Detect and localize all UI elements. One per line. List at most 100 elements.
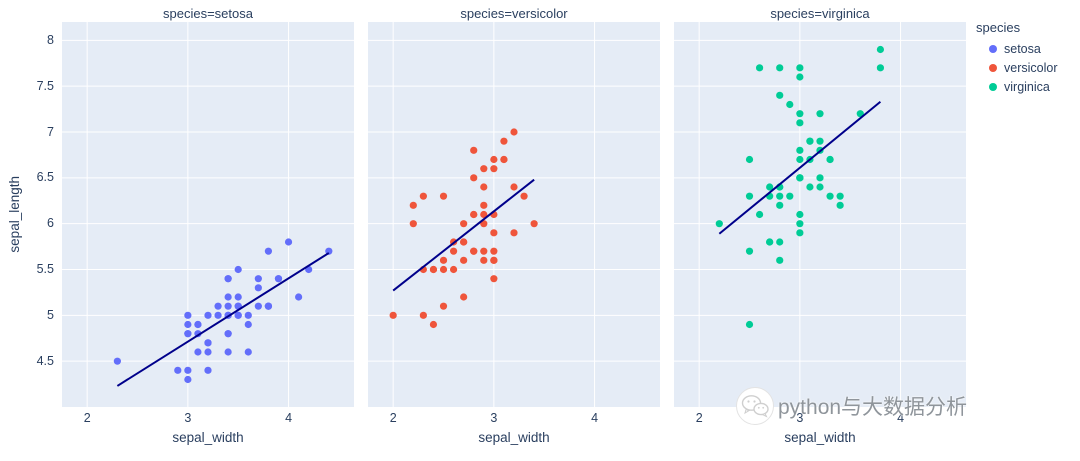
scatter-point-virginica[interactable] (745, 247, 754, 255)
scatter-point-versicolor[interactable] (480, 247, 488, 255)
scatter-point-setosa[interactable] (295, 293, 303, 301)
scatter-point-versicolor[interactable] (460, 256, 468, 264)
scatter-point-versicolor[interactable] (389, 311, 397, 319)
scatter-point-setosa[interactable] (204, 348, 212, 356)
scatter-point-versicolor[interactable] (419, 311, 427, 319)
scatter-point-versicolor[interactable] (449, 247, 458, 255)
scatter-point-setosa[interactable] (284, 238, 293, 246)
scatter-point-virginica[interactable] (816, 174, 824, 182)
trendline-setosa[interactable] (116, 252, 330, 387)
scatter-point-virginica[interactable] (786, 100, 794, 109)
scatter-point-versicolor[interactable] (480, 201, 488, 209)
scatter-point-virginica[interactable] (745, 320, 754, 329)
scatter-point-virginica[interactable] (806, 183, 814, 191)
scatter-point-virginica[interactable] (755, 64, 764, 72)
scatter-point-setosa[interactable] (184, 311, 192, 319)
scatter-point-setosa[interactable] (224, 275, 232, 283)
scatter-point-setosa[interactable] (254, 302, 262, 310)
scatter-point-virginica[interactable] (766, 238, 774, 246)
scatter-point-virginica[interactable] (816, 137, 824, 145)
facet-panel-versicolor[interactable] (368, 22, 660, 407)
scatter-point-versicolor[interactable] (490, 155, 498, 164)
scatter-point-versicolor[interactable] (409, 201, 417, 209)
scatter-point-virginica[interactable] (796, 210, 804, 219)
scatter-point-versicolor[interactable] (510, 128, 518, 136)
scatter-point-virginica[interactable] (816, 110, 824, 118)
scatter-point-setosa[interactable] (174, 366, 182, 374)
scatter-point-versicolor[interactable] (429, 265, 438, 274)
scatter-point-versicolor[interactable] (460, 238, 468, 246)
scatter-point-virginica[interactable] (796, 174, 804, 182)
scatter-point-virginica[interactable] (776, 91, 784, 99)
scatter-point-virginica[interactable] (796, 146, 804, 154)
scatter-point-setosa[interactable] (244, 320, 252, 329)
scatter-point-setosa[interactable] (204, 311, 212, 319)
scatter-point-versicolor[interactable] (490, 256, 498, 264)
scatter-point-setosa[interactable] (194, 348, 202, 356)
legend-item-virginica[interactable]: virginica (976, 80, 1076, 94)
scatter-point-virginica[interactable] (755, 210, 764, 219)
scatter-point-versicolor[interactable] (480, 183, 488, 191)
scatter-point-setosa[interactable] (234, 293, 242, 301)
scatter-point-setosa[interactable] (194, 320, 202, 329)
scatter-point-versicolor[interactable] (439, 302, 448, 310)
facet-panel-virginica[interactable] (674, 22, 966, 407)
scatter-point-versicolor[interactable] (460, 293, 468, 301)
scatter-point-setosa[interactable] (184, 375, 192, 384)
scatter-point-virginica[interactable] (776, 238, 784, 246)
scatter-point-versicolor[interactable] (510, 229, 518, 237)
scatter-point-versicolor[interactable] (480, 210, 488, 219)
scatter-point-versicolor[interactable] (449, 265, 458, 274)
scatter-point-virginica[interactable] (876, 45, 885, 54)
facet-plot-versicolor[interactable] (368, 22, 660, 407)
scatter-point-versicolor[interactable] (470, 210, 478, 219)
scatter-point-versicolor[interactable] (439, 192, 448, 200)
scatter-point-versicolor[interactable] (510, 183, 518, 191)
scatter-point-virginica[interactable] (796, 220, 804, 228)
scatter-point-virginica[interactable] (826, 155, 834, 164)
scatter-point-setosa[interactable] (224, 302, 232, 310)
scatter-point-setosa[interactable] (184, 320, 192, 329)
scatter-point-versicolor[interactable] (490, 165, 498, 173)
scatter-point-virginica[interactable] (776, 64, 784, 72)
scatter-point-versicolor[interactable] (419, 192, 427, 200)
scatter-point-setosa[interactable] (264, 302, 273, 310)
scatter-point-setosa[interactable] (214, 302, 222, 310)
scatter-point-virginica[interactable] (836, 192, 844, 200)
scatter-point-virginica[interactable] (816, 183, 824, 191)
scatter-point-versicolor[interactable] (500, 155, 508, 164)
scatter-point-virginica[interactable] (776, 256, 784, 264)
scatter-point-setosa[interactable] (234, 265, 242, 274)
scatter-point-versicolor[interactable] (470, 247, 478, 255)
scatter-point-setosa[interactable] (274, 275, 283, 283)
scatter-point-virginica[interactable] (786, 192, 794, 200)
scatter-point-versicolor[interactable] (530, 220, 538, 228)
facet-plot-setosa[interactable] (62, 22, 354, 407)
scatter-point-setosa[interactable] (184, 366, 192, 374)
scatter-point-virginica[interactable] (796, 64, 804, 72)
scatter-point-versicolor[interactable] (470, 146, 478, 154)
scatter-point-virginica[interactable] (745, 192, 754, 200)
scatter-point-versicolor[interactable] (429, 320, 438, 329)
scatter-point-virginica[interactable] (796, 155, 804, 164)
scatter-point-virginica[interactable] (745, 155, 754, 164)
scatter-point-versicolor[interactable] (520, 192, 528, 200)
scatter-point-setosa[interactable] (214, 311, 222, 319)
scatter-point-setosa[interactable] (244, 348, 252, 356)
scatter-point-setosa[interactable] (254, 284, 262, 292)
scatter-point-virginica[interactable] (796, 110, 804, 118)
legend-item-versicolor[interactable]: versicolor (976, 61, 1076, 75)
scatter-point-virginica[interactable] (776, 201, 784, 209)
scatter-point-virginica[interactable] (836, 201, 844, 209)
trendline-versicolor[interactable] (392, 178, 535, 292)
scatter-point-setosa[interactable] (234, 311, 242, 319)
scatter-point-setosa[interactable] (244, 311, 252, 319)
scatter-point-virginica[interactable] (796, 73, 804, 81)
scatter-point-versicolor[interactable] (470, 174, 478, 182)
scatter-point-virginica[interactable] (876, 64, 885, 72)
legend-item-setosa[interactable]: setosa (976, 42, 1076, 56)
scatter-point-versicolor[interactable] (439, 265, 448, 274)
scatter-point-virginica[interactable] (776, 192, 784, 200)
scatter-point-versicolor[interactable] (490, 247, 498, 255)
scatter-point-versicolor[interactable] (480, 165, 488, 173)
